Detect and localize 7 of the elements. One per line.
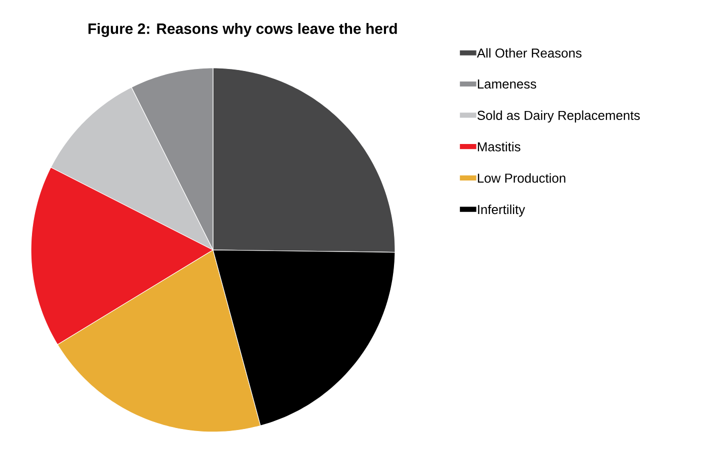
legend-label: Low Production (478, 173, 566, 183)
legend-label: Infertility (478, 204, 526, 217)
legend-label: Lameness (478, 80, 536, 89)
legend-label: Mastitis (478, 142, 520, 152)
legend-label: Sold as Dairy Replacements (477, 110, 640, 123)
chart-title: Figure 2: Reasons why cows leave the herd (88, 22, 397, 37)
legend-label: All Other Reasons (476, 48, 582, 58)
